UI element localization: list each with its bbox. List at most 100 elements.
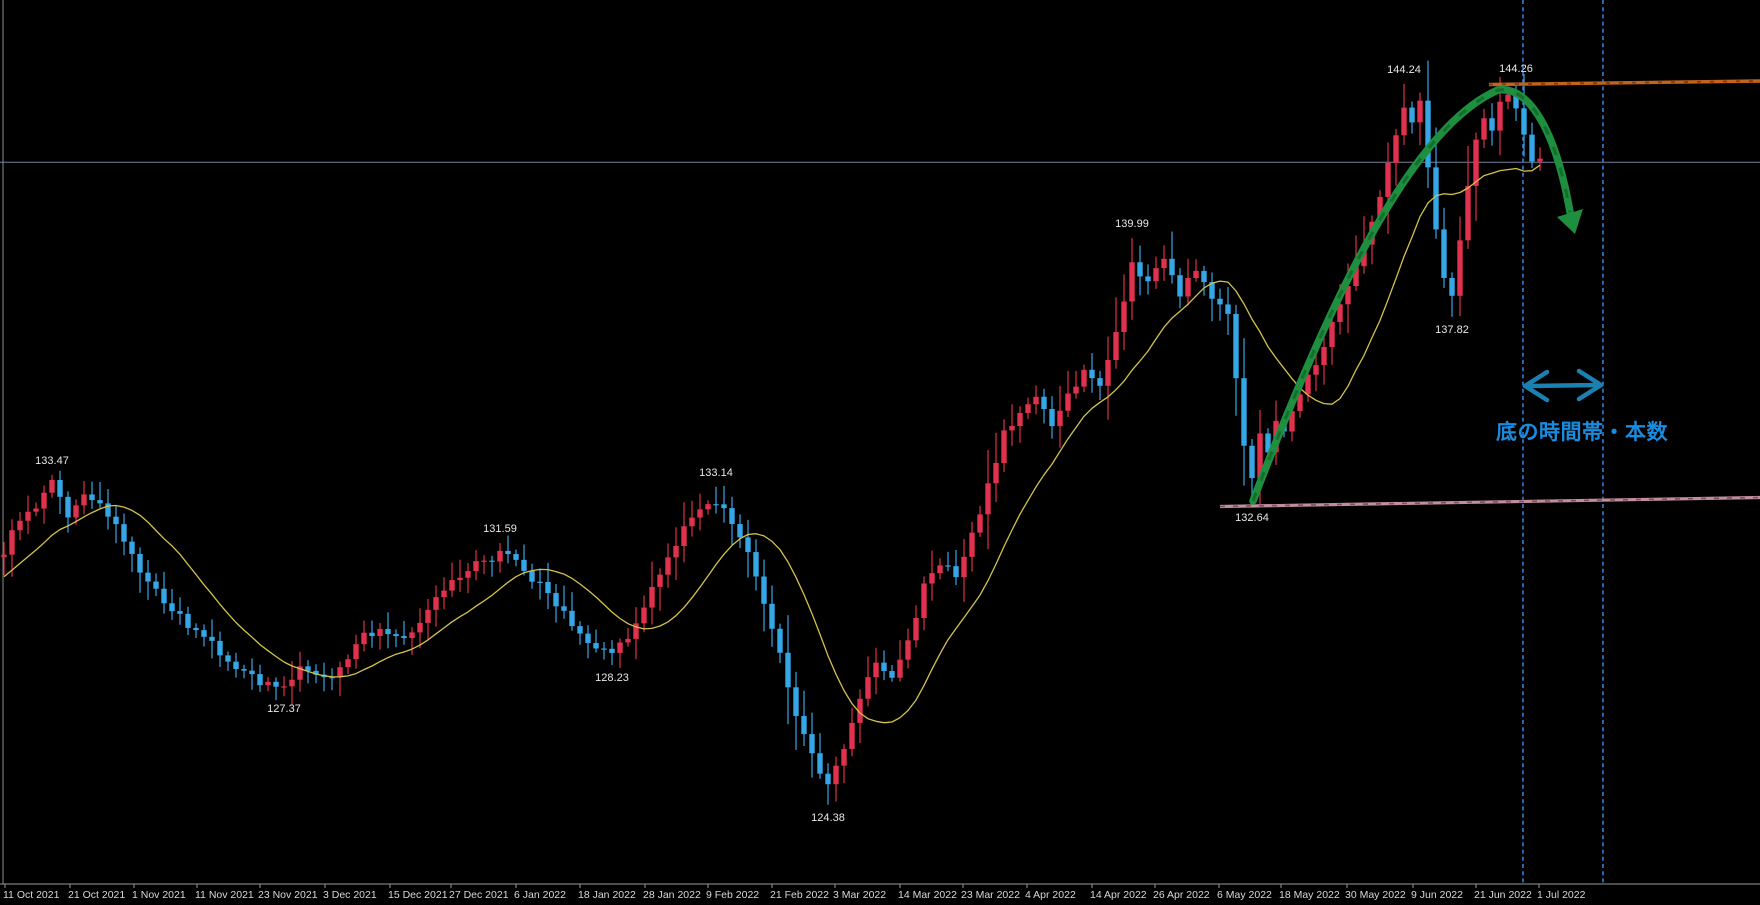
candle-down [385, 628, 391, 635]
candle-up [49, 479, 55, 493]
candle-up [1257, 433, 1263, 479]
x-axis-label: 18 May 2022 [1279, 889, 1340, 901]
candle-down [761, 576, 767, 604]
candle-down [241, 669, 247, 671]
candle-up [1305, 374, 1311, 395]
candle-up [1073, 386, 1079, 394]
x-axis-label: 26 Apr 2022 [1153, 889, 1210, 901]
bottom-time-note[interactable]: 底の時間帯・本数 [1496, 420, 1668, 444]
candle-up [297, 666, 303, 680]
x-axis-label: 3 Mar 2022 [833, 889, 886, 901]
candle-down [177, 611, 183, 614]
candle-up [689, 517, 695, 527]
candle-up [665, 557, 671, 575]
candle-up [1457, 240, 1463, 296]
x-axis-label: 6 Jan 2022 [514, 889, 566, 901]
overlay-layer [1219, 79, 1760, 509]
candle-down [185, 613, 191, 628]
x-axis-label: 27 Dec 2021 [449, 889, 509, 901]
candle-down [129, 541, 135, 554]
candle-up [1017, 413, 1023, 427]
candle-up [1065, 393, 1071, 411]
candle-up [625, 638, 631, 643]
candle-down [777, 628, 783, 653]
candle-up [633, 623, 639, 639]
candle-up [1313, 365, 1319, 375]
candle-up [617, 642, 623, 653]
candle-up [1353, 266, 1359, 287]
candle-up [265, 681, 271, 686]
candle-down [393, 634, 399, 637]
candle-down [769, 603, 775, 629]
candle-up [1337, 304, 1343, 322]
candle-down [529, 570, 535, 582]
candle-down [1225, 304, 1231, 314]
candle-down [329, 677, 335, 679]
candle-up [841, 748, 847, 766]
candle-down [1145, 276, 1151, 282]
candle-down [1097, 378, 1103, 386]
candle-down [753, 552, 759, 577]
resistance-line[interactable] [1488, 79, 1760, 87]
x-axis-label: 23 Mar 2022 [961, 889, 1020, 901]
candle-down [225, 655, 231, 662]
candle-down [1049, 409, 1055, 427]
candle-down [153, 581, 159, 589]
candle-down [713, 504, 719, 506]
arrow-right-head-icon [1576, 368, 1604, 402]
candle-up [1377, 196, 1383, 222]
support-line[interactable] [1219, 495, 1760, 509]
candle-up [345, 659, 351, 668]
price-label: 137.82 [1435, 324, 1469, 336]
candle-up [409, 632, 415, 639]
candle-up [641, 607, 647, 624]
candle-down [745, 537, 751, 553]
price-label: 144.26 [1499, 63, 1533, 75]
candle-down [1441, 229, 1447, 278]
candle-up [337, 667, 343, 678]
x-axis-label: 21 Oct 2021 [68, 889, 125, 901]
candle-down [121, 524, 127, 542]
x-axis-label: 21 Jun 2022 [1474, 889, 1532, 901]
time-range-arrow-shaft[interactable] [1524, 382, 1602, 389]
candle-up [289, 679, 295, 687]
candle-up [1505, 94, 1511, 102]
candle-up [833, 765, 839, 785]
projection-arrow-texture [1251, 88, 1572, 502]
candle-down [537, 581, 543, 583]
x-axis-label: 30 May 2022 [1345, 889, 1406, 901]
price-label: 133.47 [35, 455, 69, 467]
candle-down [1089, 369, 1095, 379]
candle-down [169, 603, 175, 612]
candle-up [649, 586, 655, 608]
candle-down [1201, 270, 1207, 283]
candle-down [137, 553, 143, 573]
candle-down [1409, 107, 1415, 123]
price-label: 132.64 [1235, 512, 1269, 524]
candle-down [1449, 277, 1455, 296]
candle-down [817, 753, 823, 774]
candle-up [969, 532, 975, 557]
candle-up [425, 609, 431, 623]
candle-up [681, 526, 687, 546]
price-label: 127.37 [267, 703, 301, 715]
candle-down [209, 636, 215, 641]
candle-up [1481, 118, 1487, 140]
candle-down [513, 554, 519, 560]
candle-down [1265, 433, 1271, 453]
candle-up [1473, 139, 1479, 186]
candle-down [577, 626, 583, 634]
candle-down [217, 640, 223, 656]
candle-up [1497, 101, 1503, 131]
candle-down [801, 715, 807, 735]
candle-down [1513, 94, 1519, 109]
x-axis-label: 28 Jan 2022 [643, 889, 701, 901]
x-axis-label: 9 Jun 2022 [1411, 889, 1463, 901]
candle-up [1001, 430, 1007, 463]
candle-up [865, 677, 871, 699]
candle-up [1393, 135, 1399, 163]
candle-down [945, 565, 951, 567]
candle-up [441, 590, 447, 598]
